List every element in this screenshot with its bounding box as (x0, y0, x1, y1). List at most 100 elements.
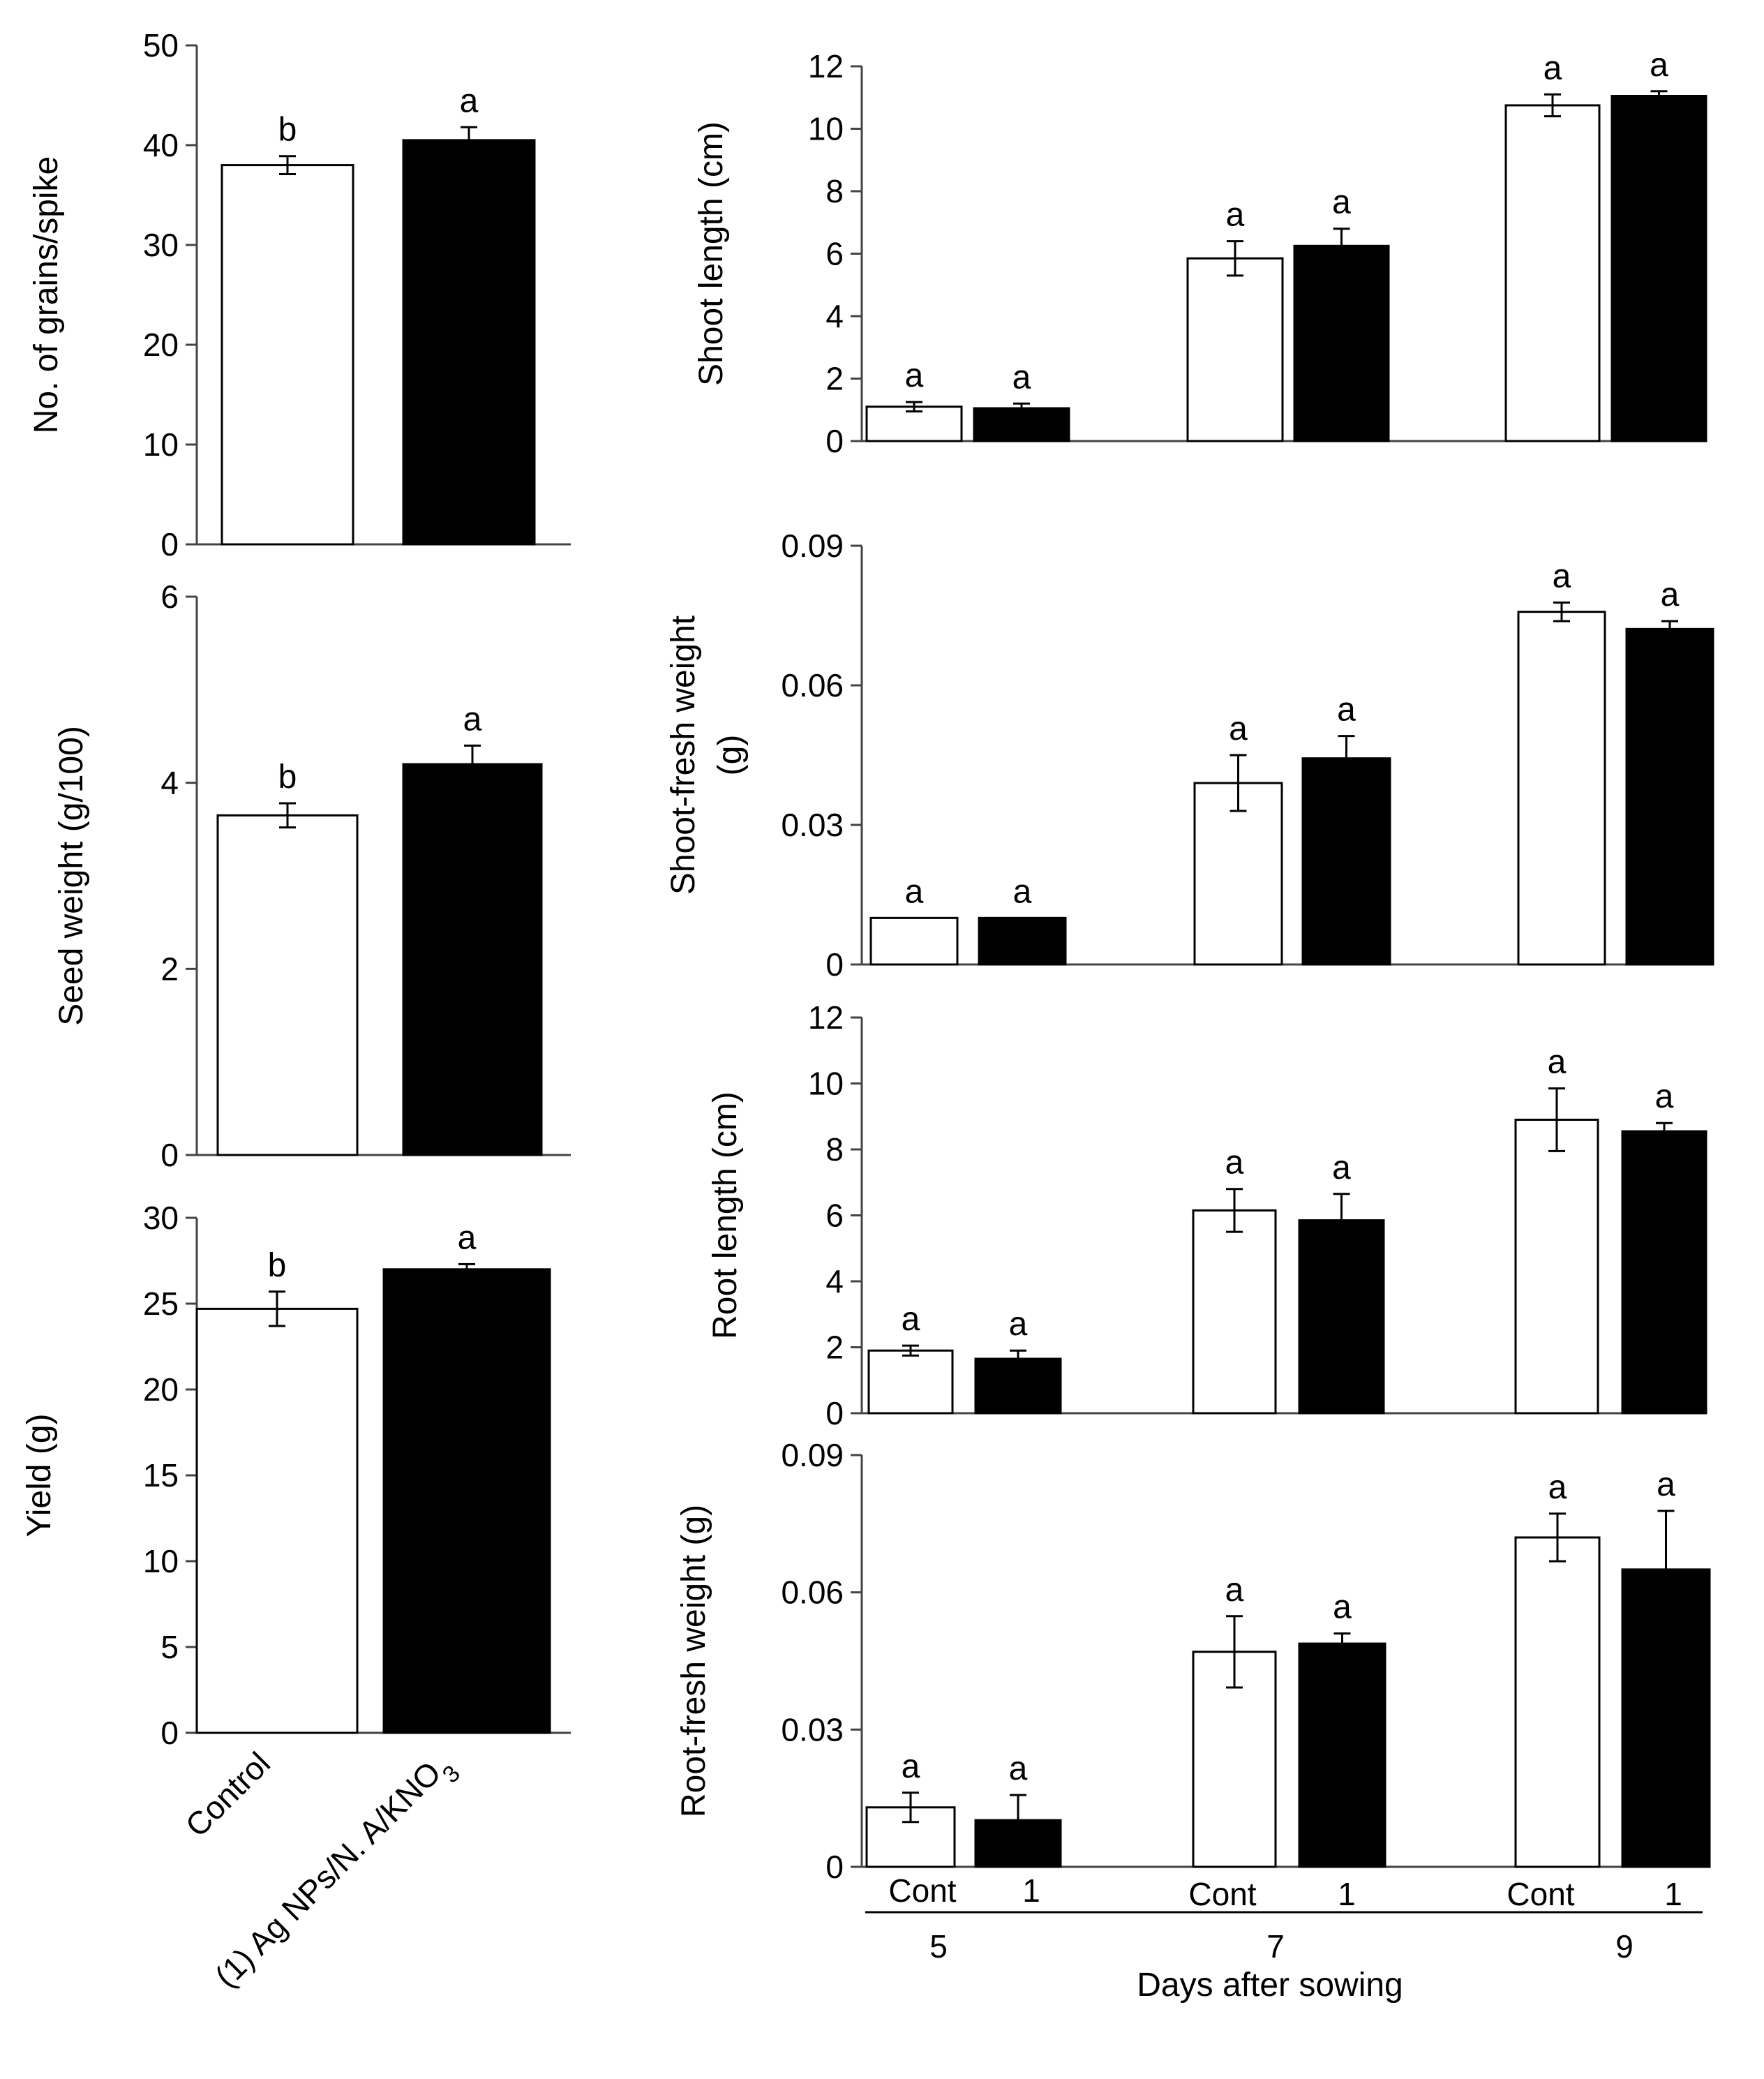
root_length-bar-day7-treat-sig-letter: a (1332, 1149, 1351, 1186)
grains-bar-1-sig-letter: a (460, 82, 479, 119)
shoot_length-ytick-label-3: 6 (825, 236, 844, 272)
seed-ytick-label-2: 4 (160, 765, 179, 801)
root_fresh-ylabel: Root-fresh weight (g) (675, 1505, 712, 1817)
shoot_fresh-ytick-label-3: 0.09 (781, 528, 844, 564)
root_length-bar-day9-cont-sig-letter: a (1548, 1044, 1567, 1081)
yield-ylabel: Yield (g) (21, 1414, 58, 1537)
yield-bar-0 (195, 1307, 359, 1734)
shoot_fresh-bar-day9-treat-sig-letter: a (1661, 576, 1680, 613)
grains-bar-0 (221, 164, 354, 546)
shoot_length-ytick-label-1: 2 (825, 361, 844, 397)
shoot_fresh-ytick-label-2: 0.06 (781, 667, 844, 703)
root_fresh-bar-day7-cont-sig-letter: a (1225, 1572, 1244, 1609)
shoot_fresh-ytick-label-1: 0.03 (781, 807, 844, 843)
shoot_fresh-bar-day7-treat-sig-letter: a (1337, 692, 1356, 729)
root_fresh-ytick-label-3: 0.09 (781, 1437, 844, 1473)
root_fresh-bar-day5-cont-sig-letter: a (902, 1748, 920, 1785)
chart-root_fresh: 0 0.03 0.06 0.09 Root-fresh weight (g) a a a a a a (675, 1437, 1711, 1885)
root_fresh-bar-day9-treat-sig-letter: a (1657, 1466, 1675, 1503)
shoot_fresh-bar-day5-cont-sig-letter: a (905, 873, 924, 910)
shoot_length-bar-day7-cont-sig-letter: a (1226, 197, 1245, 234)
grains-ytick-label-4: 40 (143, 127, 179, 163)
grains-ylabel: No. of grains/spike (28, 156, 65, 434)
root_length-bar-day9-treat (1621, 1130, 1707, 1415)
yield-ytick-label-2: 10 (143, 1543, 179, 1579)
root_length-bar-day9-treat-sig-letter: a (1655, 1078, 1674, 1115)
root_length-ytick-label-3: 6 (825, 1198, 844, 1234)
shoot_length-bar-day9-cont-sig-letter: a (1544, 50, 1562, 87)
chart-root_length: 0 2 4 6 8 10 12 Root length (cm) a a a a a a (707, 999, 1707, 1431)
root_fresh-bar-day9-cont (1514, 1536, 1601, 1868)
group-label-1-day9: 1 (1664, 1876, 1682, 1912)
group-label-cont-day9: Cont (1507, 1876, 1574, 1912)
root_length-ytick-label-5: 10 (808, 1066, 844, 1102)
shoot_fresh-bar-day7-treat (1301, 757, 1391, 966)
root_fresh-bar-day9-cont-sig-letter: a (1548, 1469, 1567, 1506)
shoot_length-bar-day9-cont (1504, 104, 1601, 442)
root_fresh-bar-day7-treat-sig-letter: a (1333, 1589, 1352, 1626)
yield-bar-1-sig-letter: a (458, 1219, 477, 1256)
yield-ytick-label-5: 25 (143, 1286, 179, 1322)
yield-bar-0-sig-letter: b (268, 1247, 287, 1284)
root_fresh-bar-day7-treat (1298, 1642, 1386, 1868)
seed-bar-1-sig-letter: a (463, 701, 482, 738)
day-label-7: 7 (1266, 1928, 1285, 1965)
grains-ytick-label-2: 20 (143, 327, 179, 363)
root_length-ytick-label-0: 0 (825, 1395, 844, 1431)
day-label-9: 9 (1615, 1928, 1634, 1965)
root_fresh-ytick-label-1: 0.03 (781, 1711, 844, 1748)
root_fresh-ytick-label-0: 0 (825, 1849, 844, 1885)
group-label-cont-day7: Cont (1188, 1876, 1256, 1912)
root_length-ytick-label-2: 4 (825, 1263, 844, 1299)
grains-ytick-label-0: 0 (160, 526, 179, 562)
root_length-ytick-label-4: 8 (825, 1131, 844, 1168)
group-label-1-day5: 1 (1022, 1872, 1040, 1909)
root_length-bar-day7-cont-sig-letter: a (1225, 1145, 1244, 1182)
yield-ytick-label-6: 30 (143, 1200, 179, 1236)
root_length-bar-day5-cont (867, 1349, 954, 1415)
shoot_length-bar-day9-treat-sig-letter: a (1650, 47, 1668, 84)
shoot_fresh-bar-day9-cont-sig-letter: a (1553, 558, 1571, 595)
shoot_length-bar-day7-treat-sig-letter: a (1332, 184, 1351, 221)
shoot_length-ytick-label-4: 8 (825, 173, 844, 209)
group-label-1-day7: 1 (1338, 1876, 1356, 1912)
shoot_fresh-bar-day5-cont (869, 916, 959, 966)
root_length-bar-day7-treat (1298, 1219, 1385, 1415)
seed-bar-0 (216, 814, 359, 1156)
shoot_fresh-bar-day9-cont (1517, 611, 1606, 966)
shoot_fresh-bar-day9-treat (1625, 627, 1714, 966)
shoot_length-ytick-label-2: 4 (825, 298, 844, 334)
chart-yield: 0 5 10 15 20 25 30 Yield (g) b a (21, 1200, 571, 1751)
shoot_fresh-ylabel-line1: Shoot-fresh weight (665, 616, 702, 895)
shoot_length-ytick-label-5: 10 (808, 111, 844, 147)
root_length-bar-day9-cont (1514, 1118, 1599, 1415)
category-label-control: Control (178, 1745, 277, 1844)
shoot_length-bar-day9-treat (1610, 95, 1707, 442)
root_fresh-ytick-label-2: 0.06 (781, 1574, 844, 1611)
seed-ylabel: Seed weight (g/100) (53, 726, 90, 1026)
chart-shoot_length: 0 2 4 6 8 10 12 Shoot length (cm) a a a a a a (693, 47, 1707, 459)
root_length-ytick-label-6: 12 (808, 999, 844, 1036)
yield-ytick-label-3: 15 (143, 1457, 179, 1493)
shoot_length-ylabel: Shoot length (cm) (693, 121, 730, 386)
shoot_length-bar-day7-cont (1186, 257, 1284, 442)
day-label-5: 5 (929, 1928, 948, 1965)
shoot_length-bar-day5-treat-sig-letter: a (1012, 359, 1031, 396)
seed-bar-1 (402, 763, 543, 1156)
root_length-ytick-label-1: 2 (825, 1329, 844, 1366)
grains-bar-1 (402, 139, 536, 546)
grains-ytick-label-1: 10 (143, 426, 179, 463)
grains-bar-0-sig-letter: b (278, 112, 297, 149)
shoot_length-ytick-label-6: 12 (808, 48, 844, 84)
yield-ytick-label-4: 20 (143, 1371, 179, 1408)
shoot_fresh-ytick-label-0: 0 (825, 946, 844, 983)
root_length-bar-day5-cont-sig-letter: a (902, 1301, 920, 1338)
chart-shoot_fresh: 0 0.03 0.06 0.09 Shoot-fresh weight (g) a a a a a a (665, 528, 1714, 983)
chart-grains: 0 10 20 30 40 50 No. of grains/spike b a (28, 27, 571, 562)
shoot_fresh-bar-day5-treat-sig-letter: a (1013, 873, 1032, 910)
shoot_length-bar-day5-cont-sig-letter: a (905, 357, 924, 394)
seed-bar-0-sig-letter: b (278, 759, 297, 796)
chart-seed: 0 2 4 6 Seed weight (g/100) b a (53, 579, 571, 1173)
root_length-bar-day5-treat-sig-letter: a (1009, 1306, 1028, 1343)
